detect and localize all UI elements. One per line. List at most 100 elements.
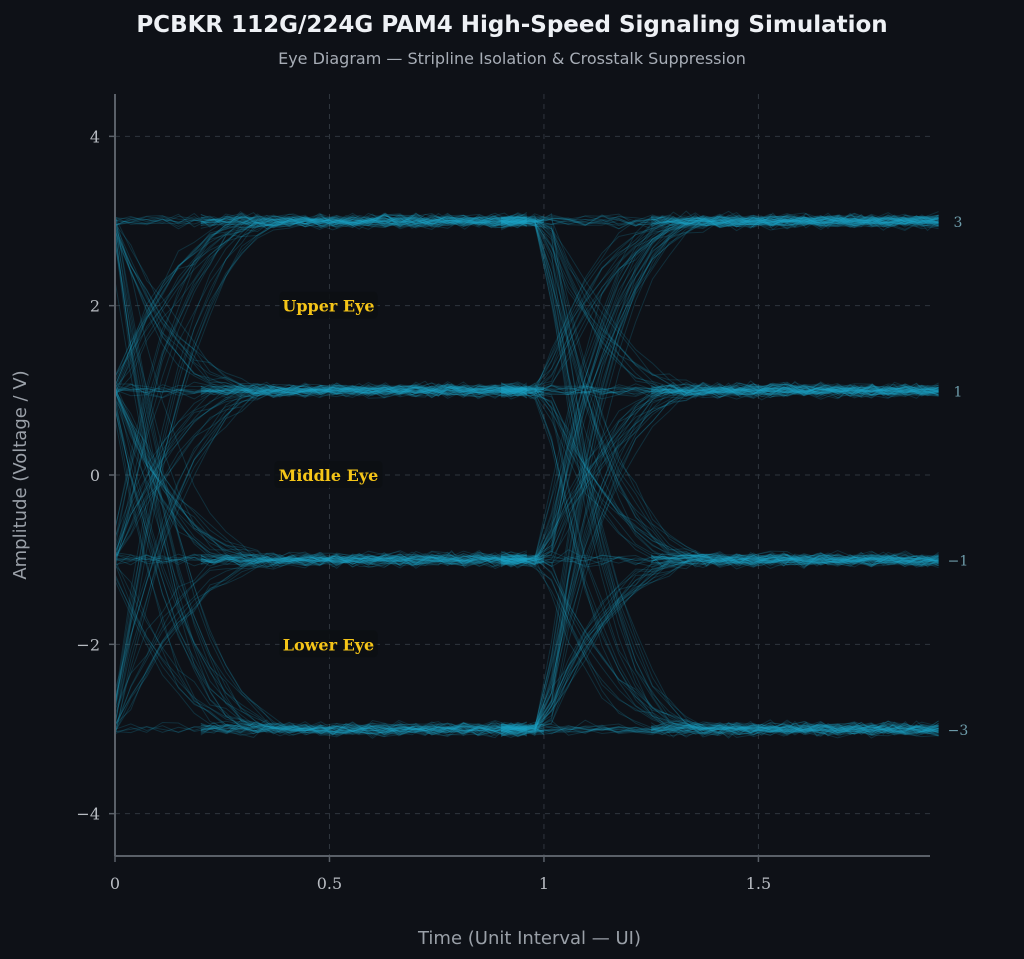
eye-trace bbox=[200, 553, 545, 566]
eye-trace bbox=[114, 390, 527, 737]
eye-trace bbox=[650, 554, 939, 567]
eye-trace bbox=[500, 219, 939, 735]
eye-trace bbox=[114, 564, 527, 735]
eye-trace bbox=[651, 384, 939, 397]
eye-trace bbox=[114, 395, 527, 569]
annotation-label: Middle Eye bbox=[279, 466, 379, 485]
eye-trace bbox=[500, 720, 939, 738]
eye-trace bbox=[501, 389, 939, 735]
eye-trace bbox=[200, 214, 544, 227]
eye-trace bbox=[114, 550, 527, 732]
eye-annotation: Middle Eye bbox=[274, 461, 383, 488]
eye-trace bbox=[651, 722, 939, 737]
eye-trace bbox=[114, 553, 527, 726]
eye-trace bbox=[501, 215, 939, 228]
eye-trace bbox=[501, 383, 939, 736]
eye-trace bbox=[650, 380, 939, 398]
eye-trace bbox=[114, 384, 527, 701]
eye-trace bbox=[650, 211, 939, 227]
eye-trace bbox=[651, 381, 939, 398]
eye-trace bbox=[501, 217, 939, 566]
eye-trace bbox=[501, 552, 939, 731]
eye-trace bbox=[114, 213, 528, 726]
eye-trace bbox=[501, 553, 939, 732]
eye-trace bbox=[501, 388, 939, 568]
eye-trace bbox=[200, 213, 544, 230]
eye-trace bbox=[114, 383, 527, 708]
y-axis-title: Amplitude (Voltage / V) bbox=[10, 370, 31, 579]
eye-trace bbox=[501, 213, 939, 393]
eye-trace bbox=[501, 214, 939, 730]
eye-trace bbox=[501, 217, 939, 562]
x-tick-label: 1.5 bbox=[746, 874, 771, 893]
eye-trace bbox=[114, 385, 527, 398]
eye-trace bbox=[114, 385, 527, 710]
eye-trace bbox=[501, 383, 939, 397]
eye-trace bbox=[651, 552, 939, 566]
eye-trace bbox=[114, 388, 527, 566]
eye-trace bbox=[501, 212, 939, 736]
grid-lines bbox=[114, 94, 930, 856]
eye-trace bbox=[500, 722, 939, 735]
eye-trace bbox=[501, 556, 939, 737]
eye-trace bbox=[650, 549, 939, 569]
eye-trace bbox=[501, 216, 939, 736]
eye-trace bbox=[114, 216, 527, 386]
eye-trace bbox=[114, 215, 528, 560]
eye-trace bbox=[114, 560, 527, 735]
eye-trace bbox=[200, 720, 545, 736]
eye-trace bbox=[651, 215, 939, 227]
eye-trace bbox=[501, 210, 939, 564]
eye-trace bbox=[501, 387, 939, 564]
eye-trace bbox=[114, 231, 527, 398]
eye-trace bbox=[114, 212, 527, 228]
eye-trace bbox=[651, 385, 939, 397]
eye-trace bbox=[200, 213, 544, 227]
eye-trace bbox=[114, 215, 527, 738]
eye-trace bbox=[501, 385, 939, 733]
eye-trace bbox=[501, 382, 939, 398]
eye-trace bbox=[650, 214, 939, 227]
eye-trace bbox=[501, 385, 939, 735]
eye-trace bbox=[501, 382, 939, 395]
eye-trace bbox=[651, 551, 939, 569]
eye-trace bbox=[114, 386, 527, 734]
x-tick-label: 0 bbox=[110, 874, 120, 893]
eye-trace bbox=[114, 215, 527, 531]
eye-trace bbox=[200, 554, 545, 566]
eye-trace bbox=[200, 383, 545, 398]
eye-trace bbox=[650, 551, 939, 565]
eye-trace bbox=[650, 382, 939, 398]
eye-trace bbox=[651, 720, 939, 739]
eye-trace bbox=[200, 554, 545, 568]
eye-trace bbox=[651, 720, 939, 737]
eye-trace bbox=[501, 217, 939, 564]
eye-trace bbox=[501, 383, 939, 396]
eye-trace bbox=[651, 554, 939, 566]
eye-trace bbox=[114, 551, 527, 565]
eye-trace bbox=[114, 215, 528, 566]
eye-trace bbox=[500, 382, 939, 737]
eye-trace bbox=[500, 212, 939, 736]
eye-trace bbox=[114, 384, 527, 398]
eye-trace bbox=[650, 215, 939, 226]
eye-trace bbox=[501, 214, 939, 389]
eye-trace bbox=[200, 383, 545, 397]
eye-trace bbox=[114, 383, 527, 569]
eye-trace bbox=[200, 212, 545, 230]
eye-trace bbox=[501, 551, 939, 731]
eye-trace bbox=[114, 551, 527, 567]
eye-trace bbox=[200, 551, 544, 567]
y-tick-label: −2 bbox=[76, 635, 100, 654]
eye-trace bbox=[501, 213, 939, 230]
eye-trace bbox=[500, 219, 939, 566]
eye-trace bbox=[500, 554, 939, 568]
eye-trace bbox=[500, 383, 939, 566]
eye-trace bbox=[501, 214, 939, 230]
eye-trace bbox=[200, 549, 544, 569]
eye-trace bbox=[114, 212, 528, 230]
eye-trace bbox=[114, 550, 527, 570]
eye-trace bbox=[651, 721, 939, 737]
eye-trace bbox=[651, 554, 939, 566]
